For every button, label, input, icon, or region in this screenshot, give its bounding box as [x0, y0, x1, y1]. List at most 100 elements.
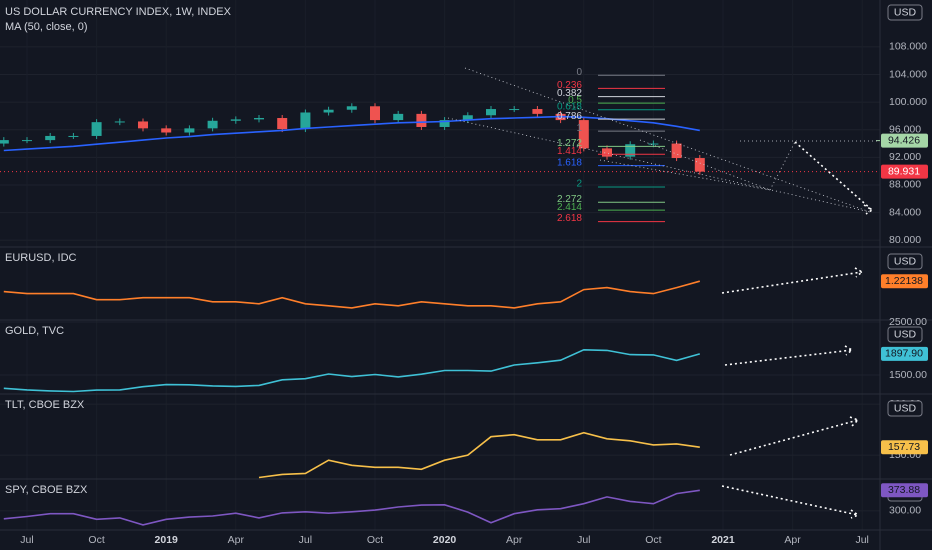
- price-badge-text: 1.22138: [885, 275, 923, 287]
- currency-tag: [887, 326, 923, 343]
- price-badge-text: 89.931: [888, 165, 920, 177]
- candle: [648, 143, 659, 145]
- candle: [184, 128, 195, 133]
- candle: [323, 109, 334, 113]
- y-tick-label: 80.000: [889, 234, 921, 246]
- candle: [300, 112, 311, 130]
- currency-tag-text: USD: [894, 328, 917, 340]
- candle: [393, 113, 404, 121]
- x-tick-label: Jul: [577, 534, 590, 546]
- candle: [602, 148, 612, 157]
- fib-label: 1: [576, 123, 582, 134]
- candle: [578, 120, 589, 149]
- series-line: [258, 431, 700, 479]
- candle: [0, 140, 9, 144]
- marks: [0, 74, 880, 526]
- fib-label: 0.382: [557, 88, 582, 99]
- price-badge: [881, 164, 928, 179]
- x-tick-label: Apr: [228, 534, 245, 546]
- y-tick-label: 92.000: [889, 151, 921, 163]
- fib-label: 2.414: [557, 202, 582, 213]
- drawings: [447, 67, 880, 519]
- candle: [161, 128, 172, 133]
- candle: [532, 109, 543, 114]
- projection-arrow: [721, 271, 863, 294]
- candle: [346, 106, 357, 110]
- candle: [416, 113, 427, 127]
- projection-arrow: [794, 141, 873, 211]
- projection-arrow: [724, 349, 853, 366]
- fib-label: 2.618: [557, 213, 582, 224]
- moving-average: [3, 115, 700, 152]
- currency-tag: [887, 253, 923, 270]
- series-line: [3, 348, 701, 393]
- fib-label: 2: [576, 179, 582, 190]
- series-line: [3, 280, 701, 309]
- fib-label: 1.272: [557, 138, 582, 149]
- x-tick-label: 2019: [155, 534, 179, 546]
- x-tick-label: Jul: [299, 534, 312, 546]
- x-tick-label: Apr: [784, 534, 801, 546]
- wedge-line: [447, 117, 871, 213]
- candle: [694, 158, 705, 172]
- panel-title: GOLD, TVC: [5, 325, 64, 337]
- panel-title: EURUSD, IDC: [5, 252, 77, 264]
- panel-title: SPY, CBOE BZX: [5, 484, 88, 496]
- candle: [462, 115, 473, 121]
- candle: [625, 144, 636, 157]
- y-tick-label: 88.000: [889, 179, 921, 191]
- y-tick-label: 104.000: [889, 68, 927, 80]
- fib-label: 1.414: [557, 146, 582, 157]
- price-badge: [881, 133, 928, 148]
- currency-tag-text: USD: [894, 402, 917, 414]
- candle: [114, 121, 125, 123]
- candle: [486, 109, 496, 116]
- currency-tag-text: USD: [894, 255, 917, 267]
- labels: 80.000 84.000 88.000 92.000 96.000 100.000 104…: [5, 4, 928, 546]
- x-tick-label: Oct: [645, 534, 661, 546]
- y-tick-label: 1500.00: [889, 369, 927, 381]
- candle: [671, 143, 682, 159]
- price-badge: [881, 440, 928, 455]
- fib-label: 0.236: [557, 80, 582, 91]
- fib-label: 0.5: [568, 95, 582, 106]
- y-tick-label: 2500.00: [889, 316, 927, 328]
- fib-label: 0: [576, 67, 582, 78]
- candle: [22, 140, 32, 142]
- price-badge-text: 1897.90: [885, 348, 923, 360]
- candle: [68, 135, 79, 137]
- fib-label: 2.272: [557, 194, 582, 205]
- projection-arrow: [729, 419, 859, 456]
- wedge-line: [599, 159, 771, 191]
- y-tick-label: 300.00: [889, 505, 921, 517]
- candle: [230, 119, 241, 121]
- fib-label: 1.618: [557, 157, 582, 168]
- y-tick-label: 96.000: [889, 124, 921, 136]
- x-tick-label: Jul: [855, 534, 868, 546]
- fib-label: 0.786: [557, 111, 582, 122]
- x-tick-label: Oct: [367, 534, 383, 546]
- price-badge: [881, 274, 928, 289]
- price-badge: [881, 483, 928, 498]
- candle: [439, 120, 450, 127]
- candle: [277, 118, 288, 130]
- wedge-line: [639, 139, 771, 191]
- fib-label: 0.618: [557, 101, 582, 112]
- y-tick-label: 108.000: [889, 41, 927, 53]
- x-tick-label: Oct: [88, 534, 104, 546]
- grid: [0, 46, 880, 512]
- price-badge-text: 157.73: [888, 441, 920, 453]
- panel-title: TLT, CBOE BZX: [5, 399, 85, 411]
- candle: [91, 122, 102, 136]
- candle: [254, 118, 264, 120]
- candle: [207, 120, 218, 129]
- projection-arrow: [721, 485, 859, 516]
- currency-tag: [887, 4, 923, 21]
- candle: [370, 106, 380, 121]
- price-badge-text: 373.88: [888, 484, 920, 496]
- candle: [138, 121, 148, 129]
- x-tick-label: Apr: [506, 534, 523, 546]
- candle: [45, 135, 56, 141]
